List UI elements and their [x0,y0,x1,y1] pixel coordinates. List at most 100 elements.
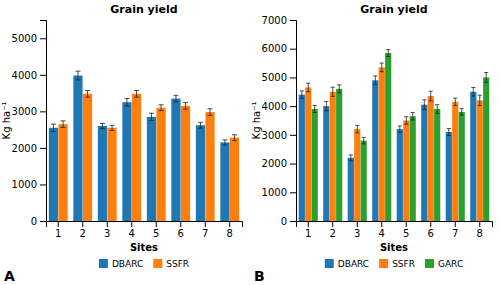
error-bar [447,129,451,136]
error-bar [429,91,433,101]
error-bar [355,125,359,132]
tick-label: 1000 [12,179,37,190]
tick-mark [131,221,132,227]
tick-mark [290,77,296,78]
tick-mark [107,221,108,227]
legend-swatch [379,259,388,268]
bar [73,76,82,221]
x-axis: 12345678 [297,221,493,239]
plot: 1234567801000200030004000500060007000Sit… [251,15,493,253]
marks [49,71,239,221]
bar [122,102,131,221]
legend-swatch [425,259,434,268]
tick-mark [156,221,157,227]
legend-label: SSFR [392,259,415,269]
tick-mark [58,221,59,227]
y-axis: 0 1000 2000 3000 4000 5000 [12,21,47,227]
tick-mark [290,221,296,222]
y-label: Kg ha⁻¹ [251,102,262,140]
legend-item: GARC [425,259,463,269]
error-bar [404,117,408,124]
tick: 8 [477,221,483,239]
tick: 1000 [12,179,46,190]
bar [361,141,367,221]
axis-line [290,21,297,222]
bar [434,109,440,221]
tick-label: 3000 [262,130,287,141]
error-bar [51,124,56,131]
legend: DBARCSSFRGARC [325,259,463,269]
tick-mark [290,106,296,107]
tick: 3 [104,221,110,239]
panel: 1234567801000200030004000500060007000Sit… [251,3,493,284]
tick-label: 4000 [12,70,37,81]
tick: 5 [153,221,159,239]
y-label: Kg ha⁻¹ [1,102,12,140]
error-bar [398,126,402,132]
tick-mark [290,164,296,165]
tick-mark [332,221,333,227]
error-bar [159,105,164,111]
tick-mark [40,184,46,185]
tick-label: 2000 [262,158,287,169]
tick-label: 6000 [262,43,287,54]
tick: 4 [379,221,385,239]
tick-label: 7 [202,228,208,239]
tick-mark [479,221,480,227]
legend-item: DBARC [99,259,143,269]
series [58,91,239,221]
bar [446,132,452,221]
tick: 4000 [262,101,296,112]
tick: 7000 [262,15,296,26]
tick-label: 5 [153,228,159,239]
tick: 2000 [262,158,296,169]
bar [107,128,116,221]
tick: 7 [452,221,458,239]
error-bar [331,87,335,96]
tick-label: 3 [354,228,360,239]
bar [58,124,67,221]
tick-label: 3000 [12,106,37,117]
tick: 5 [403,221,409,239]
tick-label: 3 [104,228,110,239]
tick-label: 8 [477,228,483,239]
error-bar [124,99,129,106]
tick-mark [430,221,431,227]
tick-label: 5000 [262,72,287,83]
x-label: Sites [380,242,408,253]
tick: 5000 [12,33,46,44]
bar [83,94,92,221]
bar [49,128,58,221]
legend-swatch [325,259,334,268]
bar [410,116,416,221]
error-bar [453,98,457,105]
bar [330,92,336,221]
bar [147,117,156,221]
bar [336,89,342,221]
bar [196,125,205,221]
error-bar [386,50,390,57]
tick: 2 [80,221,86,239]
tick-label: 5 [403,228,409,239]
series [305,63,483,221]
tick-mark [180,221,181,227]
bar [385,53,391,221]
error-bar [222,140,227,145]
error-bar [349,155,353,161]
tick-mark [290,49,296,50]
tick-label: 0 [31,216,37,227]
error-bar [183,103,188,110]
tick-mark [40,75,46,76]
bar [156,108,165,221]
bar [98,126,107,221]
x-axis: 12345678 [47,221,243,239]
tick: 2000 [12,143,46,154]
error-bar [313,106,317,113]
legend: DBARCSSFR [99,259,189,269]
error-bar [110,125,115,130]
bar [205,112,214,221]
bar [230,138,239,221]
tick-mark [308,221,309,227]
tick-mark [406,221,407,227]
tick-mark [40,148,46,149]
